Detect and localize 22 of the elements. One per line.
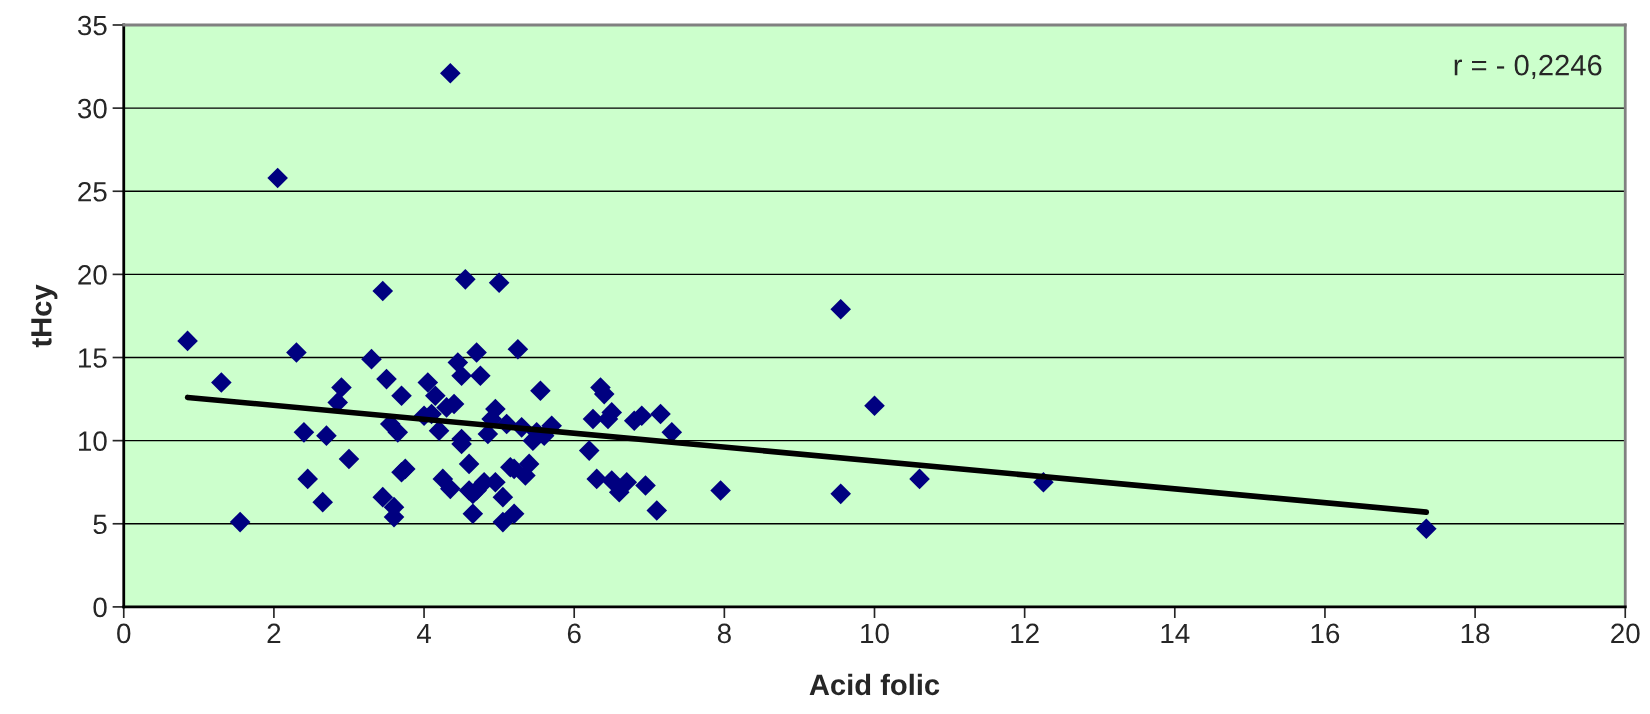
y-tick-label: 20 bbox=[78, 265, 107, 285]
x-tick-label: 2 bbox=[267, 623, 281, 643]
y-tick-label: 15 bbox=[79, 348, 107, 368]
y-tick-label: 0 bbox=[93, 597, 107, 618]
x-axis-title: Acid folic bbox=[809, 673, 940, 696]
x-tick-label: 8 bbox=[717, 623, 731, 644]
y-tick-label: 30 bbox=[77, 98, 107, 119]
x-tick-label: 10 bbox=[861, 623, 889, 644]
x-tick-label: 4 bbox=[416, 623, 431, 643]
x-tick-label: 20 bbox=[1611, 623, 1640, 644]
x-tick-label: 6 bbox=[567, 623, 581, 644]
x-tick-label: 12 bbox=[1011, 623, 1039, 643]
y-axis-title: tHcy bbox=[31, 284, 58, 348]
annotation: r = - 0,2246 bbox=[1454, 54, 1602, 79]
x-tick-label: 14 bbox=[1161, 623, 1190, 643]
y-tick-label: 25 bbox=[78, 181, 107, 202]
y-tick-label: 10 bbox=[79, 431, 107, 451]
y-tick-label: 5 bbox=[93, 514, 107, 535]
y-tick-label: 35 bbox=[77, 15, 107, 36]
x-tick-label: 0 bbox=[117, 623, 131, 644]
x-tick-label: 16 bbox=[1311, 623, 1340, 644]
x-tick-label: 18 bbox=[1461, 623, 1490, 644]
